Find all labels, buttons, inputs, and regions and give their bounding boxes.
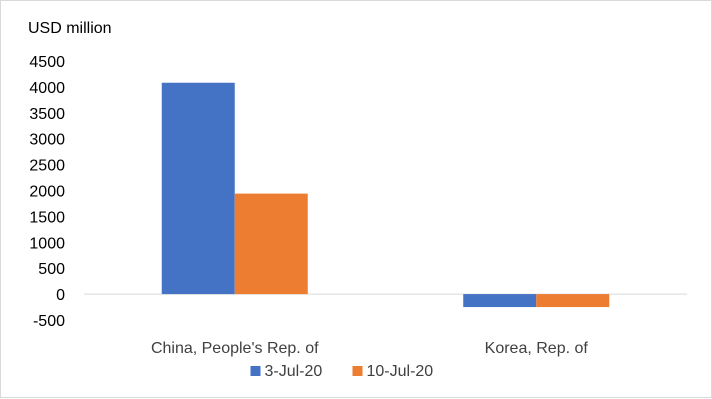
y-tick-label: -500 [33,313,65,330]
y-tick-label: 4000 [29,80,65,97]
bar-10-jul-20-0 [234,193,308,295]
x-category-label: China, People's Rep. of [151,340,319,357]
bar-3-jul-20-0 [161,82,235,295]
y-tick-label: 500 [38,261,65,278]
y-tick-label: 1000 [29,235,65,252]
bar-3-jul-20-1 [463,294,537,308]
y-axis-unit-label: USD million [28,20,112,37]
legend-label: 3-Jul-20 [265,363,323,380]
y-tick-label: 2500 [29,158,65,175]
y-tick-label: 1500 [29,209,65,226]
bar-10-jul-20-1 [536,294,610,308]
legend-swatch [352,366,363,376]
y-tick-label: 4500 [29,54,65,71]
y-tick-label: 3500 [29,106,65,123]
y-tick-label: 2000 [29,184,65,201]
legend-label: 10-Jul-20 [367,363,434,380]
x-category-label: Korea, Rep. of [485,340,589,357]
legend-swatch [250,366,261,376]
y-tick-label: 0 [56,287,65,304]
y-tick-label: 3000 [29,132,65,149]
